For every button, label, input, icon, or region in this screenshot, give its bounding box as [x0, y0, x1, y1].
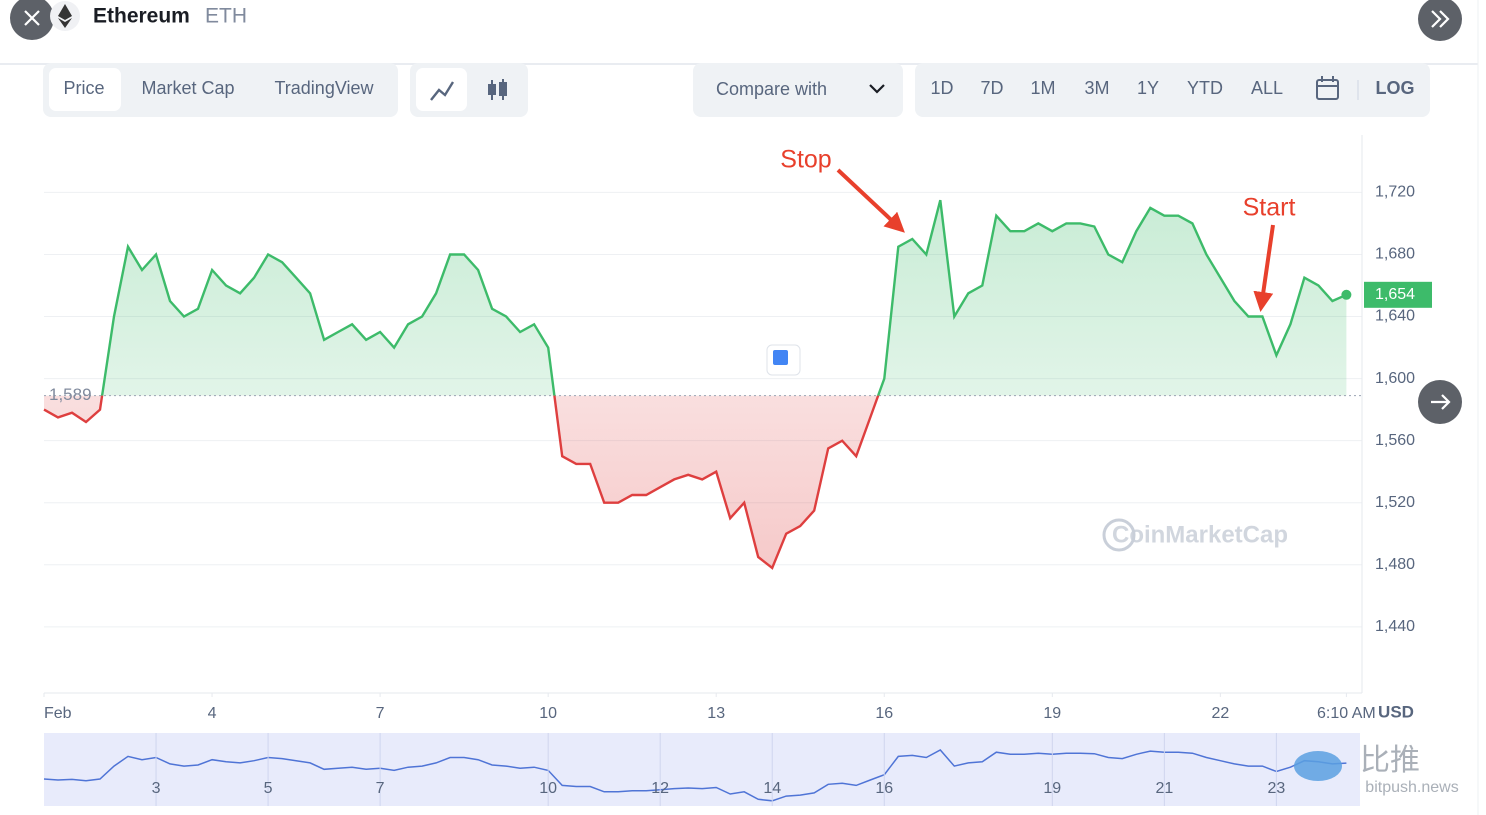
close-button[interactable]: [10, 0, 54, 40]
x-tick-label: 7: [376, 705, 385, 722]
range-button[interactable]: YTD: [1187, 78, 1223, 98]
current-tag: [1364, 281, 1432, 308]
navigator-tick-label: 23: [1267, 780, 1285, 797]
annotation-arrow: [836, 168, 905, 233]
y-tick-label: 1,640: [1375, 308, 1415, 325]
navigator-tick-label: 14: [763, 780, 781, 797]
navigator-tick-label: 10: [539, 780, 557, 797]
x-tick-label: 10: [539, 705, 557, 722]
compare-label: Compare with: [716, 79, 827, 99]
x-tick-label: 16: [875, 705, 893, 722]
navigator-line: [43, 749, 1347, 802]
annotation: Start: [1243, 194, 1296, 222]
navigator-tick-label: 19: [1043, 780, 1061, 797]
log-toggle[interactable]: LOG: [1376, 78, 1415, 98]
y-tick-label: 1,480: [1375, 556, 1415, 573]
tab[interactable]: Price: [63, 78, 104, 98]
x-tick-label: 6:10 AM: [1317, 705, 1376, 722]
x-tick-label: 4: [208, 705, 217, 722]
x-tick-label: 22: [1211, 705, 1229, 722]
tab-group: [43, 63, 398, 117]
compare-dropdown[interactable]: [693, 63, 903, 117]
y-tick-label: 1,560: [1375, 432, 1415, 449]
current-label: 1,654: [1375, 286, 1415, 303]
expand-icon: [1431, 10, 1450, 28]
dropdown-chevron: [869, 84, 885, 94]
close-icon: [24, 10, 40, 26]
active-tab: [49, 68, 121, 111]
navigator-content: 3 5 7 10 12 14 16 19 21 23: [43, 733, 1347, 806]
navigator[interactable]: [44, 733, 1360, 806]
x-tick-label: 13: [707, 705, 725, 722]
calendar-icon[interactable]: [1316, 76, 1339, 100]
coin-name: Ethereum: [93, 5, 190, 28]
line-icon: [430, 81, 455, 101]
source-logo: 比推: [1360, 744, 1420, 777]
y-tick-label: 1,600: [1375, 370, 1415, 387]
baseline-label: 1,589: [49, 385, 92, 404]
area-up: [44, 200, 1347, 396]
header-bar: [0, 0, 1478, 63]
navigator-tick-label: 12: [651, 780, 669, 797]
annotation-arrow: [1253, 224, 1275, 312]
x-tick-label: Feb: [44, 705, 72, 722]
watermark: CoinMarketCap: [1112, 521, 1288, 548]
range-button[interactable]: 1Y: [1137, 78, 1159, 98]
unit-label: USD: [1378, 702, 1414, 721]
line-type-button[interactable]: [416, 68, 467, 111]
next-icon: [1431, 394, 1451, 410]
plot: 1,589 1,654: [43, 199, 1432, 570]
navigator-tick-label: 16: [875, 780, 893, 797]
range-button[interactable]: 7D: [980, 78, 1003, 98]
tab[interactable]: TradingView: [274, 78, 374, 98]
watermark-logo: [1102, 518, 1136, 552]
y-tick-label: 1,520: [1375, 494, 1415, 511]
range-buttons: 1D 7D 1M 3M 1Y YTD ALL: [930, 78, 1283, 98]
y-tick-label: 1,680: [1375, 246, 1415, 263]
range-button[interactable]: ALL: [1251, 78, 1283, 98]
range-button[interactable]: 1D: [930, 78, 953, 98]
range-button[interactable]: 3M: [1084, 78, 1109, 98]
source-bird: [1294, 751, 1342, 781]
coin-symbol: ETH: [205, 5, 247, 28]
eth-logo: [58, 4, 72, 28]
navigator-tick-label: 5: [264, 780, 273, 797]
x-tick-label: 19: [1043, 705, 1061, 722]
source-site: bitpush.news: [1365, 779, 1458, 796]
tab[interactable]: Market Cap: [141, 78, 234, 98]
area-down: [44, 395, 879, 568]
price-line-down: [43, 395, 880, 570]
translate-icon: [773, 350, 788, 365]
annotation: Stop: [780, 146, 831, 174]
current-dot: [1341, 289, 1352, 300]
navigator-tick-label: 3: [152, 780, 161, 797]
y-tick-label: 1,440: [1375, 618, 1415, 635]
navigator-tick-label: 7: [376, 780, 385, 797]
range-group: [915, 63, 1430, 117]
navigator-tick-label: 21: [1155, 780, 1173, 797]
price-line-up: [100, 199, 1347, 396]
y-tick-label: 1,720: [1375, 184, 1415, 201]
range-button[interactable]: 1M: [1030, 78, 1055, 98]
candle-icon[interactable]: [488, 79, 507, 100]
